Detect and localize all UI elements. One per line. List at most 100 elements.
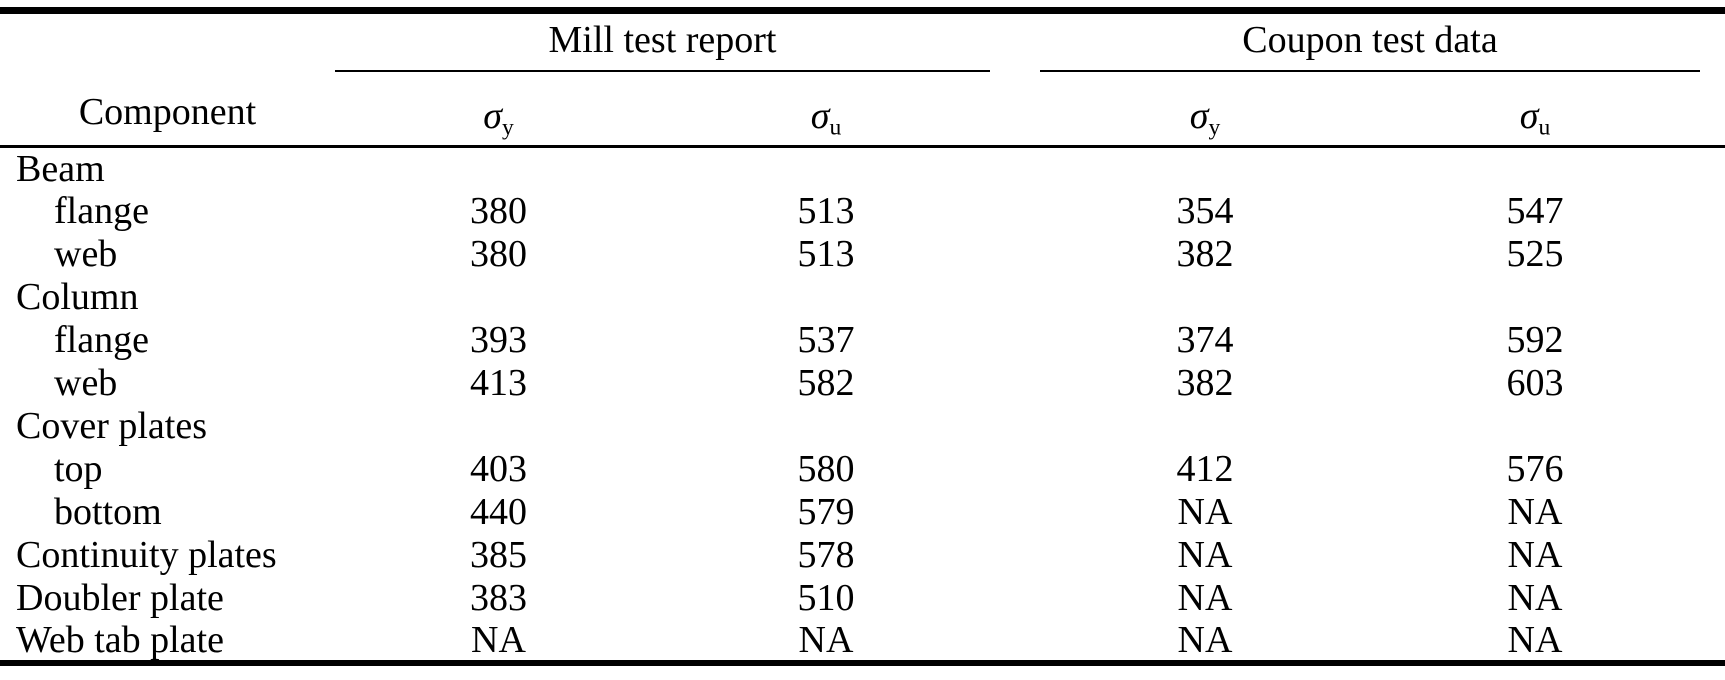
data-cell: NA	[798, 619, 854, 661]
gap-cell	[990, 405, 1040, 448]
data-cell: NA	[1177, 577, 1233, 619]
data-cell: 592	[1506, 319, 1564, 361]
column-header-mill-sigma-y: σy	[335, 70, 662, 148]
pad-cell	[1700, 448, 1725, 491]
column-header-mill-sigma-u: σu	[662, 70, 990, 148]
data-cell	[335, 276, 662, 319]
pad-cell	[1700, 577, 1725, 620]
data-cell: 412	[1176, 448, 1234, 490]
data-cell: NA	[1507, 491, 1563, 533]
sigma-subscript-u: u	[829, 114, 842, 141]
sigma-symbol: σ	[483, 95, 502, 137]
data-cell	[335, 405, 662, 448]
row-component-label: flange	[54, 190, 149, 232]
component-column-header: Component	[0, 10, 335, 148]
sigma-symbol: σ	[1189, 95, 1209, 137]
row-component-label: web	[54, 362, 118, 404]
gap-cell	[990, 276, 1040, 319]
data-cell: NA	[1507, 619, 1563, 661]
pad-cell	[1700, 190, 1725, 233]
row-component-label: web	[54, 233, 118, 275]
row-component-label: top	[54, 448, 103, 490]
table-row: top 403 580 412 576	[0, 448, 1725, 491]
data-cell: 354	[1176, 190, 1234, 232]
row-component-label: Column	[16, 276, 139, 318]
table-row: Beam	[0, 147, 1725, 190]
data-cell: 440	[470, 491, 527, 533]
data-cell: NA	[471, 619, 526, 661]
data-cell: 393	[470, 319, 527, 361]
pad-cell	[1700, 491, 1725, 534]
data-cell: 603	[1506, 362, 1564, 404]
data-cell: 580	[797, 448, 855, 490]
data-cell	[1370, 147, 1700, 190]
pad-cell	[1700, 405, 1725, 448]
gap-cell	[990, 319, 1040, 362]
row-component-label: flange	[54, 319, 149, 361]
material-properties-table: Component Mill test report Coupon test d…	[0, 7, 1725, 666]
table-row: web 413 582 382 603	[0, 362, 1725, 405]
row-component-label: Continuity plates	[16, 534, 277, 576]
data-cell: 513	[797, 233, 855, 275]
pad-cell	[1700, 534, 1725, 577]
data-cell: 380	[470, 233, 527, 275]
sigma-symbol: σ	[1519, 95, 1539, 137]
gap-cell	[990, 362, 1040, 405]
data-cell: 510	[797, 577, 855, 619]
pad-cell	[1700, 620, 1725, 663]
pad-cell	[1700, 147, 1725, 190]
group-header-coupon-test-data: Coupon test data	[1040, 10, 1700, 72]
pad-cell	[1700, 233, 1725, 276]
table-row: flange 393 537 374 592	[0, 319, 1725, 362]
sigma-subscript-y: y	[1208, 114, 1221, 141]
data-cell	[1370, 405, 1700, 448]
row-component-label: Doubler plate	[16, 577, 224, 619]
table-row: Doubler plate 383 510 NA NA	[0, 577, 1725, 620]
column-header-coupon-sigma-u: σu	[1370, 70, 1700, 148]
data-cell	[662, 147, 990, 190]
data-cell: 382	[1176, 362, 1234, 404]
sigma-subscript-u: u	[1538, 114, 1551, 141]
table-row: Cover plates	[0, 405, 1725, 448]
data-cell: 385	[470, 534, 527, 576]
header-gap	[990, 10, 1040, 148]
table-row: flange 380 513 354 547	[0, 190, 1725, 233]
data-cell	[1370, 276, 1700, 319]
sigma-symbol: σ	[810, 95, 830, 137]
table-row: Column	[0, 276, 1725, 319]
column-header-coupon-sigma-y: σy	[1040, 70, 1370, 148]
row-component-label: Web tab plate	[16, 619, 224, 661]
pad-cell	[1700, 276, 1725, 319]
data-cell: 513	[797, 190, 855, 232]
data-cell: NA	[1177, 619, 1233, 661]
gap-cell	[990, 491, 1040, 534]
gap-cell	[990, 620, 1040, 663]
gap-cell	[990, 534, 1040, 577]
data-cell: 579	[797, 491, 855, 533]
data-cell	[662, 405, 990, 448]
sigma-subscript-y: y	[501, 114, 514, 141]
pad-cell	[1700, 362, 1725, 405]
data-cell: NA	[1177, 491, 1233, 533]
gap-cell	[990, 190, 1040, 233]
data-cell: 374	[1176, 319, 1234, 361]
data-cell: 525	[1506, 233, 1564, 275]
data-cell	[335, 147, 662, 190]
data-cell: NA	[1177, 534, 1233, 576]
data-cell: 403	[470, 448, 527, 490]
data-cell: 582	[797, 362, 855, 404]
gap-cell	[990, 147, 1040, 190]
data-cell	[662, 276, 990, 319]
gap-cell	[990, 233, 1040, 276]
data-cell: 380	[470, 190, 527, 232]
row-component-label: bottom	[54, 491, 162, 533]
data-cell	[1040, 276, 1370, 319]
pad-cell	[1700, 319, 1725, 362]
table-row: web 380 513 382 525	[0, 233, 1725, 276]
table-row: Web tab plate NA NA NA NA	[0, 620, 1725, 663]
table-body: Beam flange 380 513 354 547 web 380	[0, 147, 1725, 663]
data-cell	[1040, 147, 1370, 190]
gap-cell	[990, 448, 1040, 491]
data-cell	[1040, 405, 1370, 448]
